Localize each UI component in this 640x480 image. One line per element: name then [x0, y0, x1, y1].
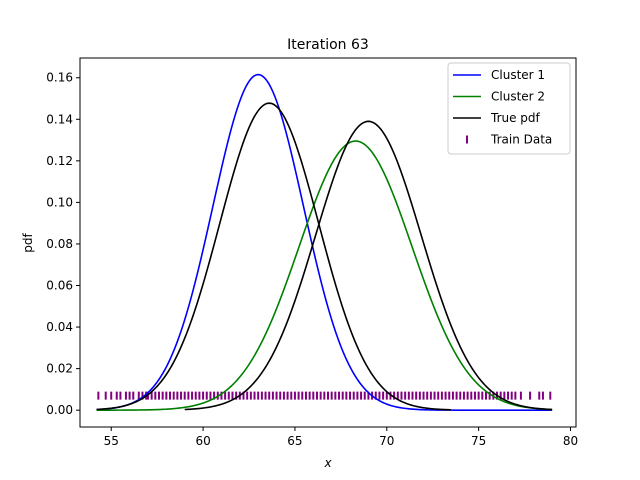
y-tick-label: 0.04 — [46, 320, 73, 334]
y-tick-label: 0.06 — [46, 279, 73, 293]
x-axis-label: x — [323, 456, 332, 470]
series-line-3 — [96, 102, 452, 411]
legend: Cluster 1 Cluster 2 True pdf Train Data — [447, 62, 571, 155]
y-tick-label: 0.10 — [46, 195, 73, 209]
legend-label: Cluster 1 — [491, 68, 545, 82]
y-tick-label: 0.02 — [46, 362, 73, 376]
x-tick-label: 70 — [379, 434, 394, 448]
y-axis-ticks: 0.00 0.02 0.04 0.06 0.08 0.10 0.12 0.14 0.16 — [46, 71, 80, 417]
y-tick-label: 0.12 — [46, 154, 73, 168]
x-tick-label: 80 — [563, 434, 578, 448]
series-line-4 — [184, 120, 553, 411]
axes-frame — [79, 57, 577, 428]
x-tick-label: 55 — [104, 434, 119, 448]
y-tick-label: 0.00 — [46, 403, 73, 417]
x-tick-label: 60 — [195, 434, 210, 448]
legend-label: Cluster 2 — [491, 90, 545, 104]
legend-label: Train Data — [490, 133, 552, 147]
legend-box — [447, 62, 571, 155]
y-tick-label: 0.14 — [46, 112, 73, 126]
legend-label: True pdf — [490, 111, 541, 125]
series-line-2 — [96, 140, 553, 411]
chart-title: Iteration 63 — [287, 37, 369, 53]
x-axis-ticks: 55 60 65 70 75 80 — [104, 427, 578, 448]
y-tick-label: 0.08 — [46, 237, 73, 251]
y-axis-label: pdf — [21, 233, 35, 253]
y-tick-label: 0.16 — [46, 71, 73, 85]
plot-area — [79, 57, 577, 428]
series-line-1 — [96, 73, 553, 411]
x-tick-label: 75 — [471, 434, 486, 448]
train-data-series — [97, 391, 552, 400]
x-tick-label: 65 — [287, 434, 302, 448]
